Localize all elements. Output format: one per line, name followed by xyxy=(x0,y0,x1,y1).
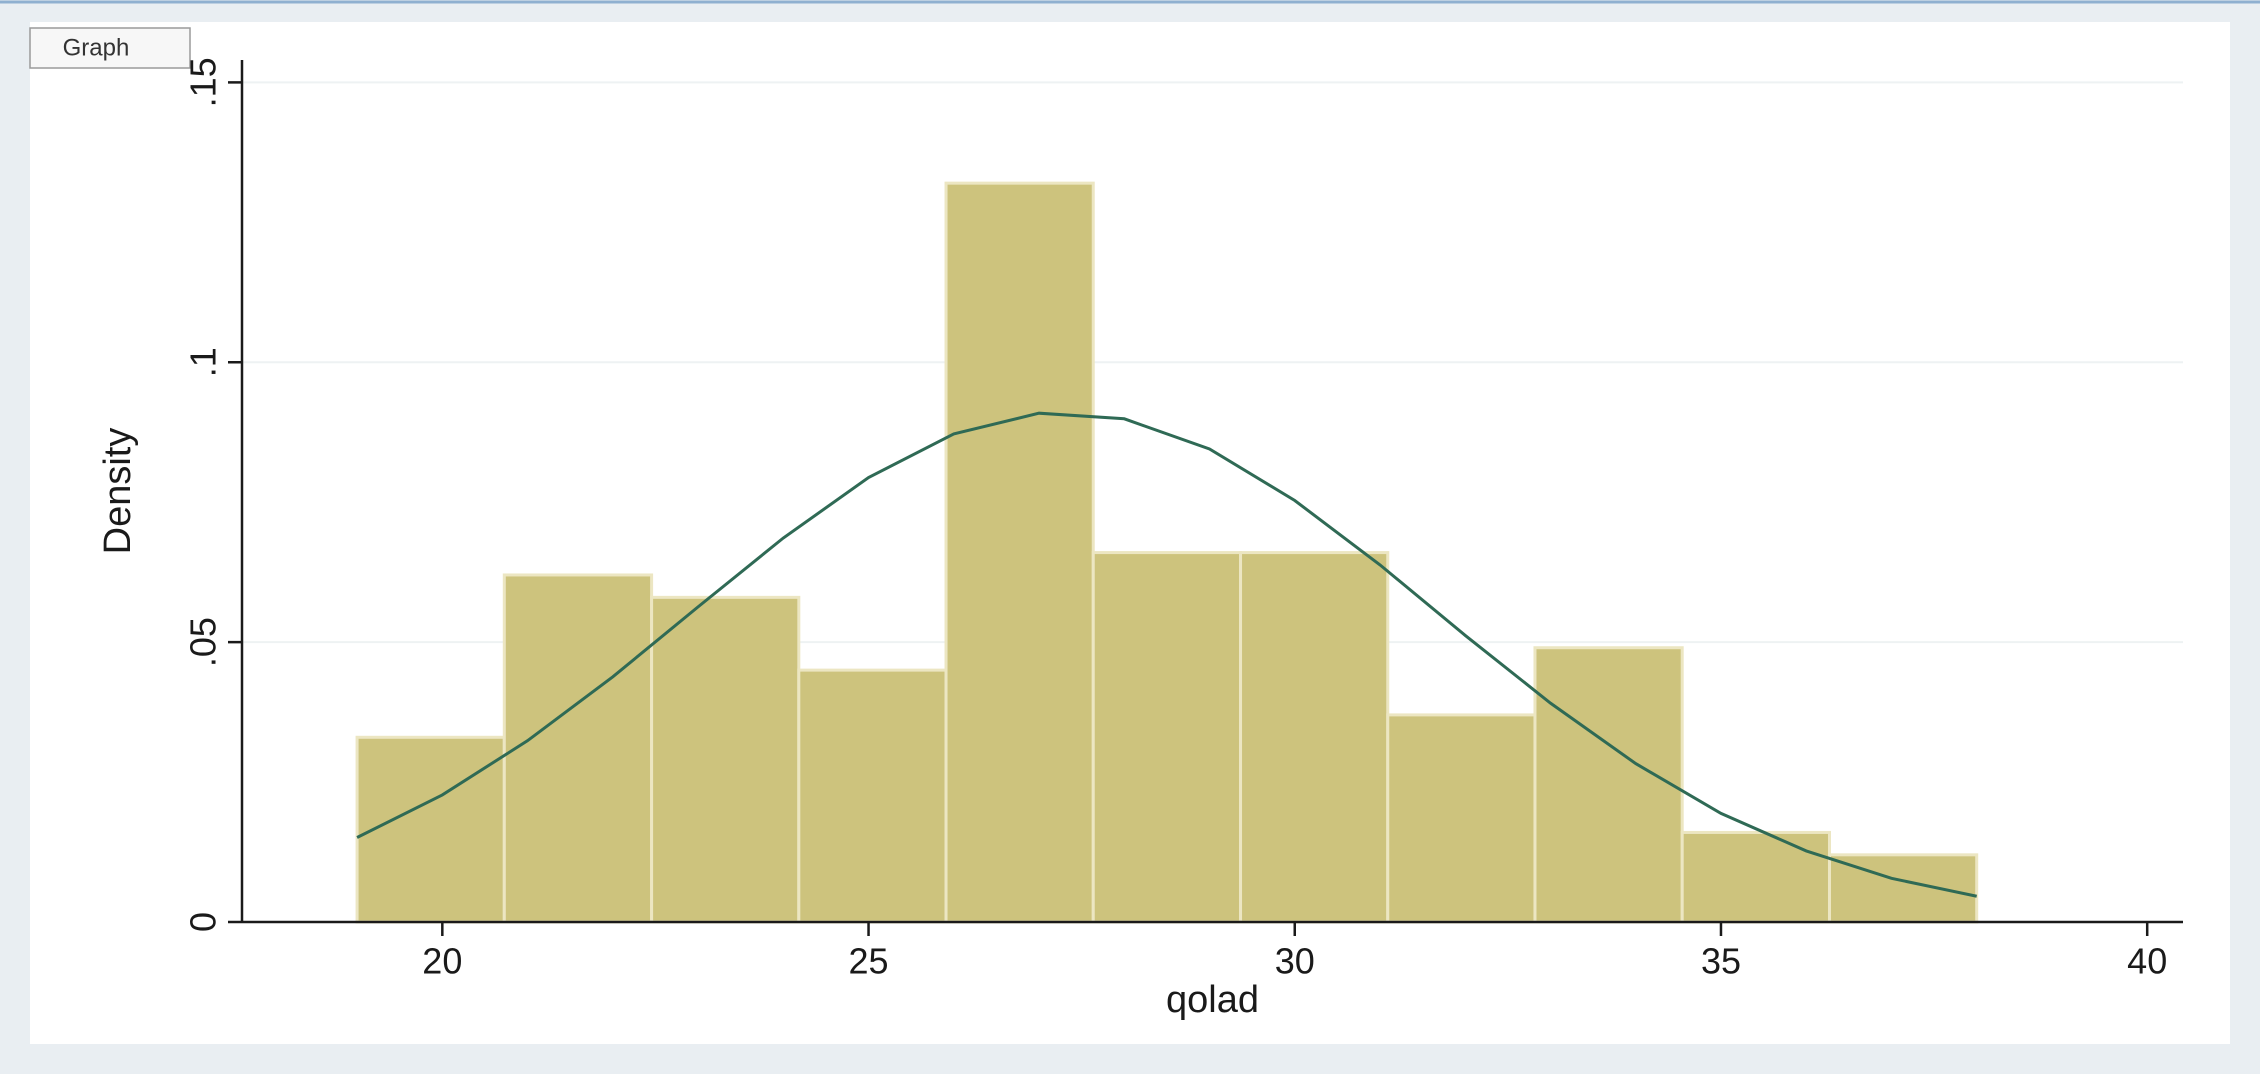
bar xyxy=(1239,551,1390,924)
x-tick-label: 35 xyxy=(1701,941,1741,982)
x-tick-label: 40 xyxy=(2127,941,2167,982)
y-tick-label: 0 xyxy=(183,912,224,932)
bar xyxy=(1680,830,1831,924)
graph-tab[interactable] xyxy=(29,27,191,69)
x-tick-label: 30 xyxy=(1275,941,1315,982)
x-tick-label: 25 xyxy=(849,941,889,982)
y-tick-label: .1 xyxy=(183,347,224,377)
bar xyxy=(650,595,801,924)
y-axis-title: Density xyxy=(97,428,139,555)
bar xyxy=(1533,646,1684,924)
bar xyxy=(502,573,654,924)
bar xyxy=(1091,551,1243,924)
density-curve xyxy=(356,411,1978,898)
y-tick-label: .15 xyxy=(183,57,224,107)
bar xyxy=(797,668,948,924)
plot: 0 .05 .1 .15 20 25 30 35 40 qolad Density xyxy=(97,57,2183,1021)
y-tick-label: .05 xyxy=(183,617,224,667)
bar xyxy=(944,181,1095,924)
graph-tab-label[interactable]: Graph xyxy=(63,34,130,61)
bar xyxy=(355,735,506,924)
x-tick-label: 20 xyxy=(422,941,462,982)
bar xyxy=(1386,713,1537,924)
x-axis-title: qolad xyxy=(1166,979,1259,1021)
bar xyxy=(1827,853,1979,924)
